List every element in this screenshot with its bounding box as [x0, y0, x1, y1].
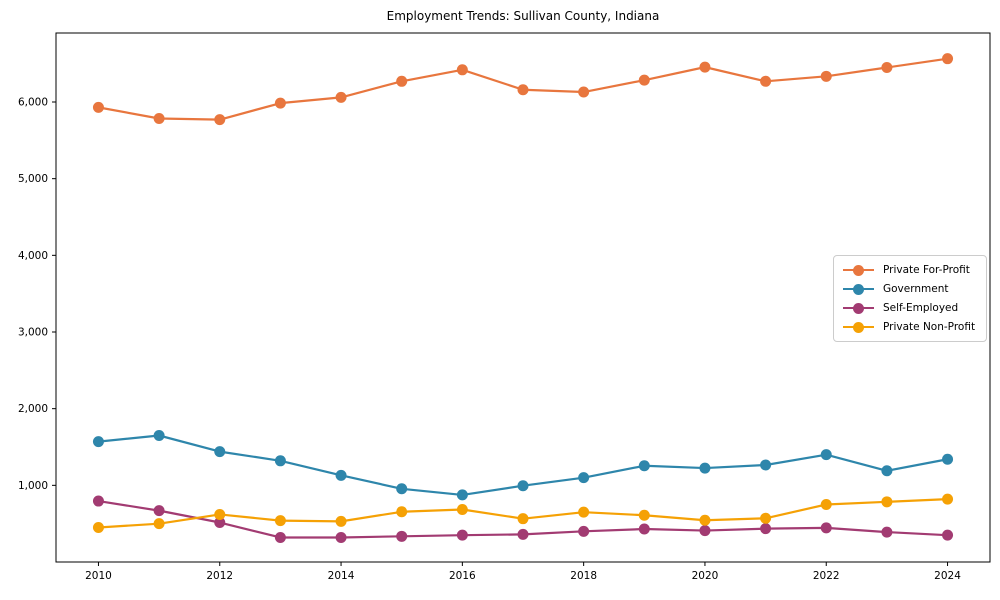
data-point-private-non-profit	[942, 493, 954, 505]
data-point-private-for-profit	[638, 74, 650, 86]
data-point-private-for-profit	[396, 75, 408, 87]
data-point-private-for-profit	[578, 86, 590, 98]
legend-marker-icon	[843, 321, 874, 333]
y-axis-tick-label: 2,000	[18, 403, 48, 415]
data-point-private-non-profit	[820, 499, 832, 510]
data-point-self-employed	[396, 530, 408, 542]
data-point-government	[396, 483, 408, 495]
data-point-private-for-profit	[517, 84, 529, 96]
y-axis-tick-label: 6,000	[18, 97, 48, 109]
data-point-private-for-profit	[881, 62, 893, 73]
legend-entry: Private For-Profit	[843, 264, 975, 276]
legend-marker-icon	[843, 264, 874, 276]
data-point-government	[820, 449, 832, 461]
data-point-government	[214, 446, 226, 458]
data-point-private-non-profit	[92, 522, 104, 533]
data-point-private-for-profit	[942, 53, 954, 65]
data-point-private-for-profit	[456, 64, 468, 76]
legend-label: Private Non-Profit	[883, 321, 976, 333]
data-point-private-non-profit	[153, 518, 165, 530]
data-point-self-employed	[92, 495, 104, 507]
x-axis-tick-label: 2022	[813, 570, 840, 582]
data-point-government	[335, 469, 347, 481]
legend-entry: Self-Employed	[843, 302, 975, 314]
data-point-private-for-profit	[335, 91, 347, 103]
legend-marker-icon	[843, 302, 874, 314]
data-point-private-non-profit	[517, 513, 529, 525]
data-point-self-employed	[517, 528, 529, 540]
data-point-government	[517, 480, 529, 492]
data-point-government	[274, 455, 286, 467]
x-axis-tick-label: 2014	[328, 570, 355, 582]
data-point-private-non-profit	[396, 506, 408, 518]
data-point-government	[92, 436, 104, 448]
data-point-government	[881, 465, 893, 477]
data-point-private-non-profit	[214, 508, 226, 520]
legend-label: Government	[883, 283, 949, 295]
data-point-private-non-profit	[699, 514, 711, 526]
data-point-self-employed	[760, 523, 772, 535]
data-point-private-for-profit	[153, 112, 165, 124]
legend-entry: Government	[843, 283, 975, 295]
legend: Private For-Profit Government Self-Employe…	[833, 255, 988, 342]
legend-entry: Private Non-Profit	[843, 321, 975, 333]
y-axis-tick-label: 1,000	[18, 480, 48, 492]
data-point-self-employed	[335, 531, 347, 543]
x-axis-tick-label: 2020	[692, 570, 719, 582]
y-axis-tick-label: 5,000	[18, 173, 48, 185]
data-point-private-for-profit	[699, 61, 711, 73]
data-point-self-employed	[214, 517, 226, 529]
data-point-self-employed	[820, 522, 832, 534]
data-point-self-employed	[942, 529, 954, 541]
data-point-private-non-profit	[760, 512, 772, 524]
y-axis-tick-label: 3,000	[18, 327, 48, 339]
data-point-government	[578, 472, 590, 484]
data-point-self-employed	[578, 525, 590, 537]
data-point-private-for-profit	[92, 101, 104, 113]
x-axis-tick-label: 2024	[934, 570, 961, 582]
chart-title: Employment Trends: Sullivan County, Indi…	[386, 9, 660, 23]
data-point-self-employed	[699, 525, 711, 537]
data-point-private-for-profit	[214, 114, 226, 126]
data-point-private-non-profit	[335, 515, 347, 527]
data-point-government	[153, 430, 165, 441]
data-point-private-non-profit	[881, 496, 893, 508]
data-point-government	[456, 489, 468, 501]
data-point-private-for-profit	[274, 97, 286, 109]
y-axis-tick-label: 4,000	[18, 250, 48, 262]
data-point-private-for-profit	[820, 70, 832, 82]
data-point-self-employed	[274, 531, 286, 543]
legend-label: Private For-Profit	[883, 264, 970, 276]
data-point-government	[638, 460, 650, 472]
data-point-private-non-profit	[456, 503, 468, 515]
data-point-government	[942, 453, 954, 465]
data-point-private-for-profit	[760, 75, 772, 87]
data-point-self-employed	[638, 523, 650, 535]
x-axis-tick-label: 2012	[206, 570, 233, 582]
data-point-self-employed	[153, 505, 165, 517]
data-point-government	[760, 459, 772, 471]
x-axis-tick-label: 2018	[570, 570, 597, 582]
data-point-private-non-profit	[638, 509, 650, 521]
x-axis-tick-label: 2016	[449, 570, 476, 582]
legend-label: Self-Employed	[883, 302, 959, 314]
data-point-private-non-profit	[578, 506, 590, 518]
data-point-government	[699, 462, 711, 474]
data-point-private-non-profit	[274, 515, 286, 527]
data-point-self-employed	[881, 526, 893, 538]
legend-marker-icon	[843, 283, 874, 295]
data-point-self-employed	[456, 529, 468, 541]
x-axis-tick-label: 2010	[85, 570, 112, 582]
axes-spines	[55, 32, 991, 563]
